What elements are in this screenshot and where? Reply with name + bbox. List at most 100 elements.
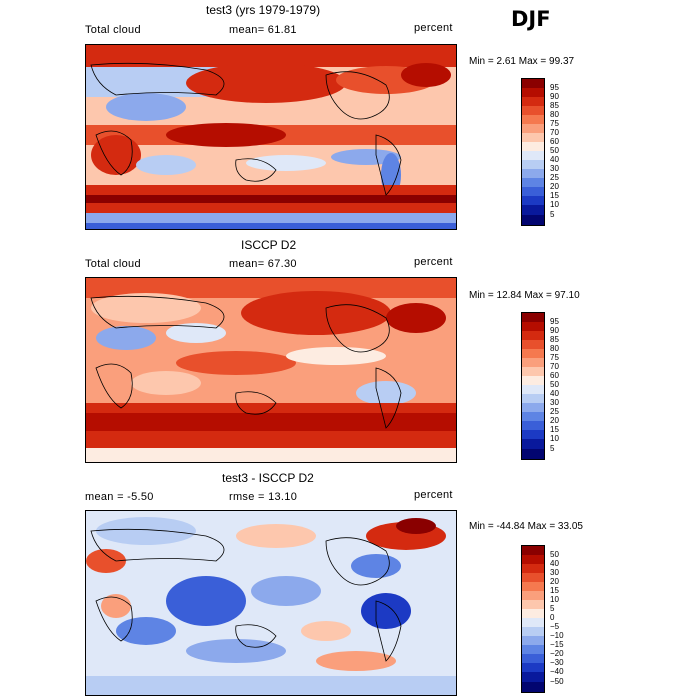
colorbar-swatch bbox=[522, 331, 544, 340]
colorbar-swatch bbox=[522, 187, 544, 196]
colorbar-swatch bbox=[522, 169, 544, 178]
panel-1-units: percent bbox=[414, 22, 453, 34]
colorbar-tick-label: 5 bbox=[550, 210, 555, 219]
colorbar-tick-label: 50 bbox=[550, 380, 559, 389]
colorbar-swatch bbox=[522, 178, 544, 187]
panel-3-rmse: rmse = 13.10 bbox=[229, 491, 298, 503]
colorbar-tick-label: 15 bbox=[550, 191, 559, 200]
colorbar-tick-label: −50 bbox=[550, 677, 564, 686]
colorbar-tick-label: 85 bbox=[550, 335, 559, 344]
colorbar-tick-label: 95 bbox=[550, 317, 559, 326]
panel-2-variable: Total cloud bbox=[85, 258, 141, 270]
colorbar-tick-label: 75 bbox=[550, 119, 559, 128]
colorbar-swatch bbox=[522, 376, 544, 385]
colorbar-swatch bbox=[522, 349, 544, 358]
season-label: DJF bbox=[511, 7, 551, 31]
colorbar-swatch bbox=[522, 215, 544, 225]
colorbar-tick-label: 70 bbox=[550, 128, 559, 137]
colorbar-tick-label: 75 bbox=[550, 353, 559, 362]
colorbar-swatch bbox=[522, 79, 544, 88]
colorbar-tick-label: 25 bbox=[550, 407, 559, 416]
colorbar-tick-label: 25 bbox=[550, 173, 559, 182]
colorbar-tick-label: −40 bbox=[550, 667, 564, 676]
colorbar-swatch bbox=[522, 555, 544, 564]
colorbar-swatch bbox=[522, 682, 544, 692]
panel-2-mean: mean= 67.30 bbox=[229, 258, 297, 270]
panel-2-units: percent bbox=[414, 256, 453, 268]
colorbar-swatch bbox=[522, 600, 544, 609]
colorbar-tick-label: 0 bbox=[550, 613, 555, 622]
colorbar-swatch bbox=[522, 403, 544, 412]
colorbar-swatch bbox=[522, 430, 544, 439]
colorbar-tick-label: 60 bbox=[550, 371, 559, 380]
colorbar-tick-label: 10 bbox=[550, 595, 559, 604]
colorbar-swatch bbox=[522, 654, 544, 663]
colorbar-tick-label: 5 bbox=[550, 604, 555, 613]
panel-3-title: test3 - ISCCP D2 bbox=[222, 471, 314, 485]
colorbar-tick-label: −30 bbox=[550, 658, 564, 667]
colorbar-swatch bbox=[522, 645, 544, 654]
colorbar-swatch bbox=[522, 663, 544, 672]
colorbar-tick-label: 30 bbox=[550, 164, 559, 173]
colorbar-swatch bbox=[522, 672, 544, 682]
panel-1-mean: mean= 61.81 bbox=[229, 24, 297, 36]
panel-1-title: test3 (yrs 1979-1979) bbox=[206, 3, 321, 17]
colorbar-tick-label: 15 bbox=[550, 586, 559, 595]
panel-3-mean: mean = -5.50 bbox=[85, 491, 154, 503]
colorbar-tick-label: 20 bbox=[550, 577, 559, 586]
colorbar-swatch bbox=[522, 358, 544, 367]
colorbar-swatch bbox=[522, 591, 544, 600]
colorbar-swatch bbox=[522, 582, 544, 591]
colorbar-tick-label: 50 bbox=[550, 550, 559, 559]
colorbar-swatch bbox=[522, 439, 544, 449]
colorbar-swatch bbox=[522, 133, 544, 142]
colorbar-swatch bbox=[522, 385, 544, 394]
colorbar-swatch bbox=[522, 88, 544, 97]
panel-1-map bbox=[85, 44, 457, 230]
colorbar-swatch bbox=[522, 627, 544, 636]
colorbar-tick-label: 60 bbox=[550, 137, 559, 146]
colorbar-swatch bbox=[522, 106, 544, 115]
colorbar-swatch bbox=[522, 421, 544, 430]
colorbar-swatch bbox=[522, 313, 544, 322]
colorbar-tick-label: 95 bbox=[550, 83, 559, 92]
colorbar-swatch bbox=[522, 142, 544, 151]
colorbar-tick-label: 30 bbox=[550, 398, 559, 407]
colorbar-tick-label: 10 bbox=[550, 434, 559, 443]
colorbar-tick-label: 50 bbox=[550, 146, 559, 155]
colorbar-swatch bbox=[522, 449, 544, 459]
colorbar-swatch bbox=[522, 97, 544, 106]
colorbar-tick-label: −5 bbox=[550, 622, 560, 631]
colorbar-swatch bbox=[522, 618, 544, 627]
colorbar-tick-label: 40 bbox=[550, 559, 559, 568]
colorbar-tick-label: −10 bbox=[550, 631, 564, 640]
colorbar-swatch bbox=[522, 151, 544, 160]
panel-2-title: ISCCP D2 bbox=[241, 238, 297, 252]
colorbar-swatch bbox=[522, 322, 544, 331]
colorbar-swatch bbox=[522, 412, 544, 421]
colorbar-tick-label: 15 bbox=[550, 425, 559, 434]
panel-2-minmax: Min = 12.84 Max = 97.10 bbox=[469, 290, 580, 301]
colorbar-tick-label: −15 bbox=[550, 640, 564, 649]
panel-3-minmax: Min = -44.84 Max = 33.05 bbox=[469, 521, 583, 532]
colorbar-tick-label: 20 bbox=[550, 182, 559, 191]
colorbar-tick-label: 80 bbox=[550, 344, 559, 353]
colorbar-tick-label: 90 bbox=[550, 92, 559, 101]
colorbar-swatch bbox=[522, 196, 544, 205]
colorbar-tick-label: 20 bbox=[550, 416, 559, 425]
colorbar-swatch bbox=[522, 124, 544, 133]
panel-3-units: percent bbox=[414, 489, 453, 501]
colorbar-tick-label: 90 bbox=[550, 326, 559, 335]
colorbar-swatch bbox=[522, 394, 544, 403]
panel-2-map bbox=[85, 277, 457, 463]
colorbar-tick-label: 40 bbox=[550, 155, 559, 164]
panel-2-colorbar bbox=[521, 312, 545, 460]
colorbar-tick-label: 5 bbox=[550, 444, 555, 453]
colorbar-swatch bbox=[522, 205, 544, 215]
colorbar-tick-label: 30 bbox=[550, 568, 559, 577]
colorbar-tick-label: 70 bbox=[550, 362, 559, 371]
colorbar-swatch bbox=[522, 160, 544, 169]
panel-3-map bbox=[85, 510, 457, 696]
colorbar-tick-label: −20 bbox=[550, 649, 564, 658]
colorbar-swatch bbox=[522, 564, 544, 573]
